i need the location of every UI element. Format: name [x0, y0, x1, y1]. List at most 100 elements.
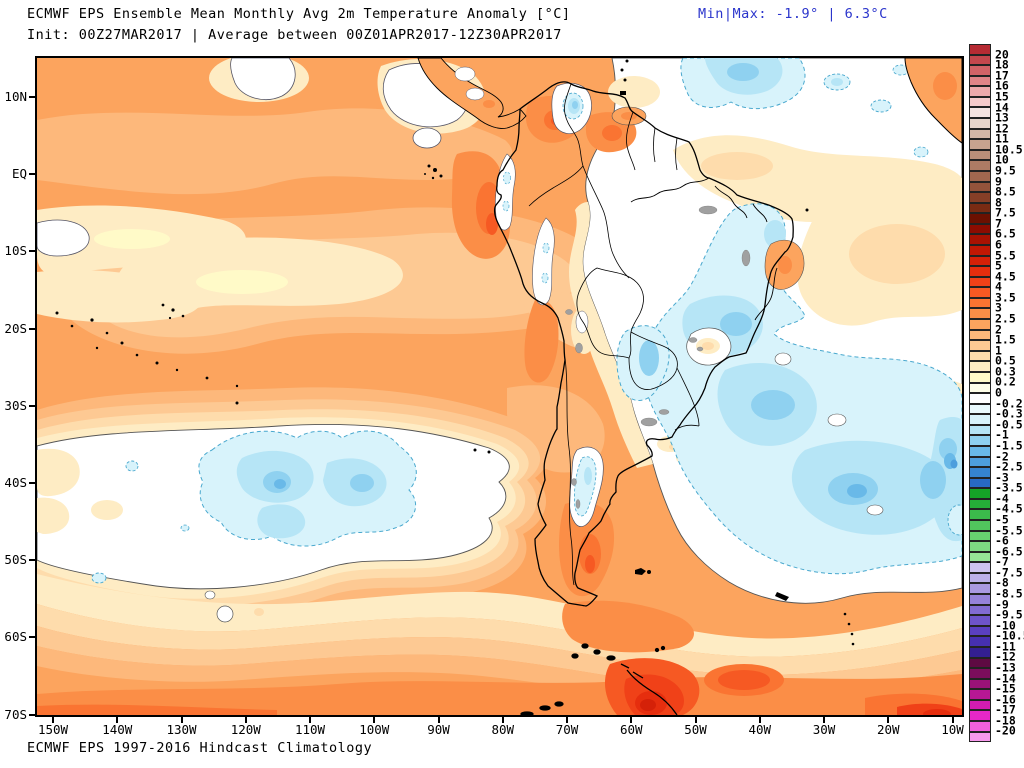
colorbar-cell	[969, 562, 991, 573]
colorbar-level-label: 11	[995, 131, 1009, 146]
colorbar-level-label: 7	[995, 216, 1002, 231]
colorbar-cell	[969, 139, 991, 150]
longitude-label: 60W	[620, 722, 643, 737]
colorbar-level-label: -9	[995, 597, 1009, 611]
colorbar-level-label: -5	[995, 512, 1009, 527]
colorbar-cell	[969, 594, 991, 605]
colorbar-level-label: 10	[995, 152, 1009, 167]
colorbar-level-label: 0	[995, 385, 1002, 400]
colorbar-cell	[969, 646, 991, 658]
colorbar-level-label: -14	[995, 671, 1016, 685]
cool-system-brazil-atlantic	[616, 203, 962, 575]
colorbar-level-label: 20	[995, 47, 1009, 62]
guyana-warm-spot	[611, 106, 647, 126]
colorbar-level-label: 6	[995, 237, 1002, 252]
colorbar-cell	[969, 44, 991, 55]
gray-terrain-patches	[565, 205, 751, 509]
longitude-label: 10W	[941, 722, 964, 737]
longitude-tick	[116, 717, 119, 723]
colorbar-cell	[969, 371, 991, 383]
colorbar-cell	[969, 488, 991, 499]
colorbar-level-label: -6	[995, 533, 1009, 548]
longitude-label: 110W	[294, 722, 326, 737]
longitude-label: 20W	[877, 722, 900, 737]
colorbar-level-label: 4	[995, 279, 1002, 294]
colorbar-cell	[969, 244, 991, 256]
longitude-tick	[566, 717, 568, 723]
colorbar-level-label: -7	[995, 554, 1009, 569]
colorbar-cell	[969, 721, 991, 732]
colorbar-cell	[969, 604, 991, 616]
africa-warm-spot	[933, 72, 957, 100]
colorbar-cell	[969, 572, 991, 584]
colorbar-cell	[969, 223, 991, 235]
colorbar-level-label: -1	[995, 427, 1009, 442]
andes-cool-slivers	[495, 82, 604, 527]
latitude-tick	[29, 636, 36, 639]
antarctic-coastline	[520, 643, 678, 715]
colorbar-level-label: 5	[995, 258, 1002, 273]
latitude-label: 20S	[4, 320, 27, 336]
colorbar-cell	[969, 96, 991, 108]
colorbar-level-label: -4.5	[995, 501, 1023, 516]
colorbar-cell	[969, 393, 991, 404]
colorbar-cell	[969, 615, 991, 626]
longitude-label: 100W	[359, 722, 390, 737]
colorbar-level-label: -0.2	[995, 396, 1023, 411]
colorbar-cell	[969, 625, 991, 637]
longitude-label: 30W	[812, 722, 836, 737]
longitude-label: 140W	[102, 722, 133, 737]
latitude-label: 60S	[4, 629, 27, 645]
latitude-label: 40S	[4, 475, 27, 490]
latitude-tick	[29, 327, 36, 330]
rivers	[630, 177, 778, 321]
colorbar-level-label: -6.5	[995, 544, 1023, 559]
colorbar-cell	[969, 699, 991, 711]
longitude-tick	[309, 717, 311, 723]
colorbar-cell	[969, 340, 991, 351]
colorbar	[969, 44, 991, 743]
longitude-label: 120W	[230, 722, 261, 737]
map-frame	[35, 56, 964, 717]
latitude-tick	[29, 559, 36, 562]
longitude-tick	[180, 717, 183, 723]
colorbar-cell	[969, 636, 991, 647]
colorbar-cell	[969, 65, 991, 76]
colorbar-cell	[969, 467, 991, 478]
colorbar-level-label: -10.5	[995, 628, 1024, 643]
colorbar-cell	[969, 287, 991, 298]
colorbar-cell	[969, 266, 991, 277]
central-america-white-patches	[454, 66, 495, 108]
longitude-label: 90W	[427, 722, 450, 737]
colorbar-cell	[969, 668, 991, 679]
longitude-tick	[373, 717, 376, 723]
longitude-label: 50W	[684, 722, 707, 737]
colorbar-level-label: -5.5	[995, 523, 1023, 537]
cool-blob-north-atlantic	[680, 58, 929, 158]
colorbar-cell	[969, 128, 991, 140]
longitude-label: 80W	[491, 722, 515, 737]
colorbar-level-label: -10	[995, 618, 1016, 633]
latitude-tick	[29, 713, 36, 716]
longitude-tick	[758, 717, 761, 723]
longitude-tick	[437, 717, 440, 723]
colorbar-cell	[969, 297, 991, 309]
colorbar-level-label: 2	[995, 322, 1002, 336]
page-title: ECMWF EPS Ensemble Mean Monthly Avg 2m T…	[27, 6, 571, 22]
islands	[55, 59, 855, 646]
colorbar-level-label: 10.5	[995, 142, 1023, 157]
land-warm-patches	[451, 95, 694, 653]
colorbar-cell	[969, 149, 991, 161]
colorbar-cell	[969, 319, 991, 330]
colorbar-cell	[969, 583, 991, 595]
colorbar-level-label: 7.5	[995, 205, 1016, 220]
colorbar-cell	[969, 160, 991, 171]
colorbar-cell	[969, 509, 991, 521]
colorbar-cell	[969, 710, 991, 721]
colorbar-level-label: -0.5	[995, 417, 1023, 432]
longitude-tick	[823, 717, 825, 723]
latitude-label: 30S	[4, 397, 27, 413]
colorbar-level-label: 6.5	[995, 226, 1016, 241]
colorbar-cell	[969, 520, 991, 531]
